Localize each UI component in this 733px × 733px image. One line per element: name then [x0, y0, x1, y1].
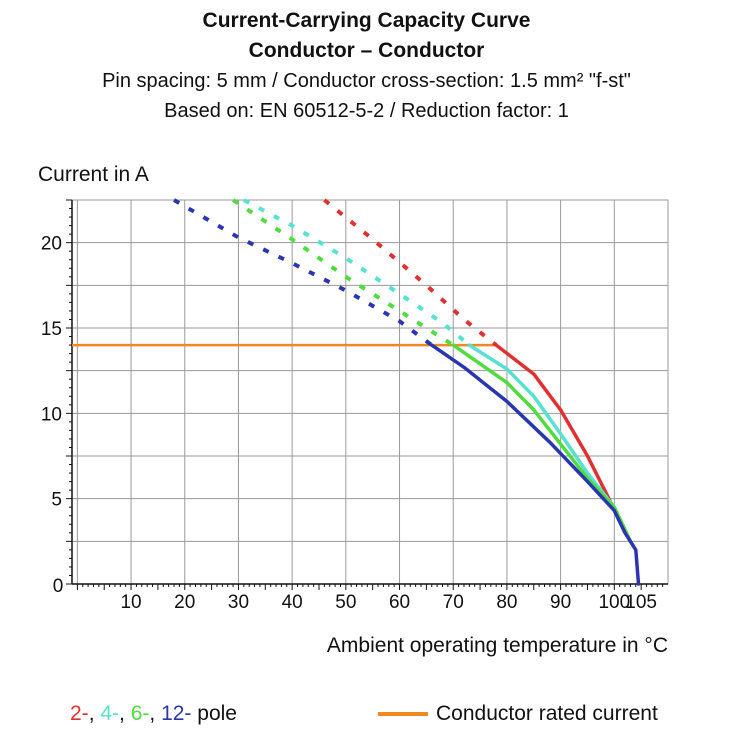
- legend-entry: 2-: [70, 702, 89, 725]
- rated-current-legend: Conductor rated current: [378, 702, 658, 726]
- series-6-pole-solid: [451, 343, 633, 544]
- legend-entry: pole: [191, 702, 237, 725]
- legend-entry: 6-: [130, 702, 150, 725]
- series-4-pole-dashed: [242, 198, 471, 347]
- series-group: [172, 198, 641, 586]
- x-tick-label: 70: [443, 592, 464, 613]
- plot-frame: [71, 199, 669, 585]
- x-tick-label: 10: [120, 592, 141, 613]
- x-tick-label: 80: [496, 592, 517, 613]
- legend-entry: 4-: [100, 702, 120, 725]
- series-6-pole-dashed: [231, 198, 455, 347]
- y-tick-label: 15: [41, 319, 62, 340]
- x-tick-label: 50: [335, 592, 356, 613]
- x-tick-label: 20: [174, 592, 195, 613]
- chart-info-line-2: Based on: EN 60512-5-2 / Reduction facto…: [164, 100, 569, 122]
- chart-info-line-1: Pin spacing: 5 mm / Conductor cross-sect…: [102, 70, 631, 92]
- series-2-pole-dashed: [323, 198, 498, 347]
- x-tick-label: 90: [550, 592, 571, 613]
- x-tick-label: 60: [389, 592, 410, 613]
- chart-subtitle: Conductor – Conductor: [248, 39, 485, 62]
- chart-axes: [66, 199, 668, 590]
- x-axis-label: Ambient operating temperature in °C: [327, 634, 668, 657]
- series-12-pole-solid: [429, 343, 641, 586]
- x-tick-label: 100: [598, 592, 630, 613]
- legend-entry: ,: [119, 702, 131, 725]
- y-axis-label: Current in A: [38, 163, 149, 186]
- rated-current-swatch: [378, 712, 428, 716]
- y-tick-label: 5: [51, 490, 62, 511]
- legend-entry: ,: [149, 702, 162, 725]
- x-tick-label: 0: [53, 576, 64, 597]
- chart-grid: [71, 199, 669, 585]
- series-legend: 2-, 4-, 6-, 12- pole: [70, 702, 237, 726]
- x-tick-label: 40: [282, 592, 303, 613]
- y-tick-label: 20: [41, 234, 62, 255]
- legend-entry: 12-: [161, 702, 192, 725]
- x-tick-label: 30: [228, 592, 249, 613]
- x-tick-label: 105: [625, 592, 657, 613]
- y-tick-label: 10: [41, 404, 62, 425]
- legend-entry: ,: [88, 702, 101, 725]
- chart-title: Current-Carrying Capacity Curve: [202, 9, 531, 32]
- series-12-pole-dashed: [172, 198, 433, 347]
- rated-current-legend-label: Conductor rated current: [436, 702, 658, 725]
